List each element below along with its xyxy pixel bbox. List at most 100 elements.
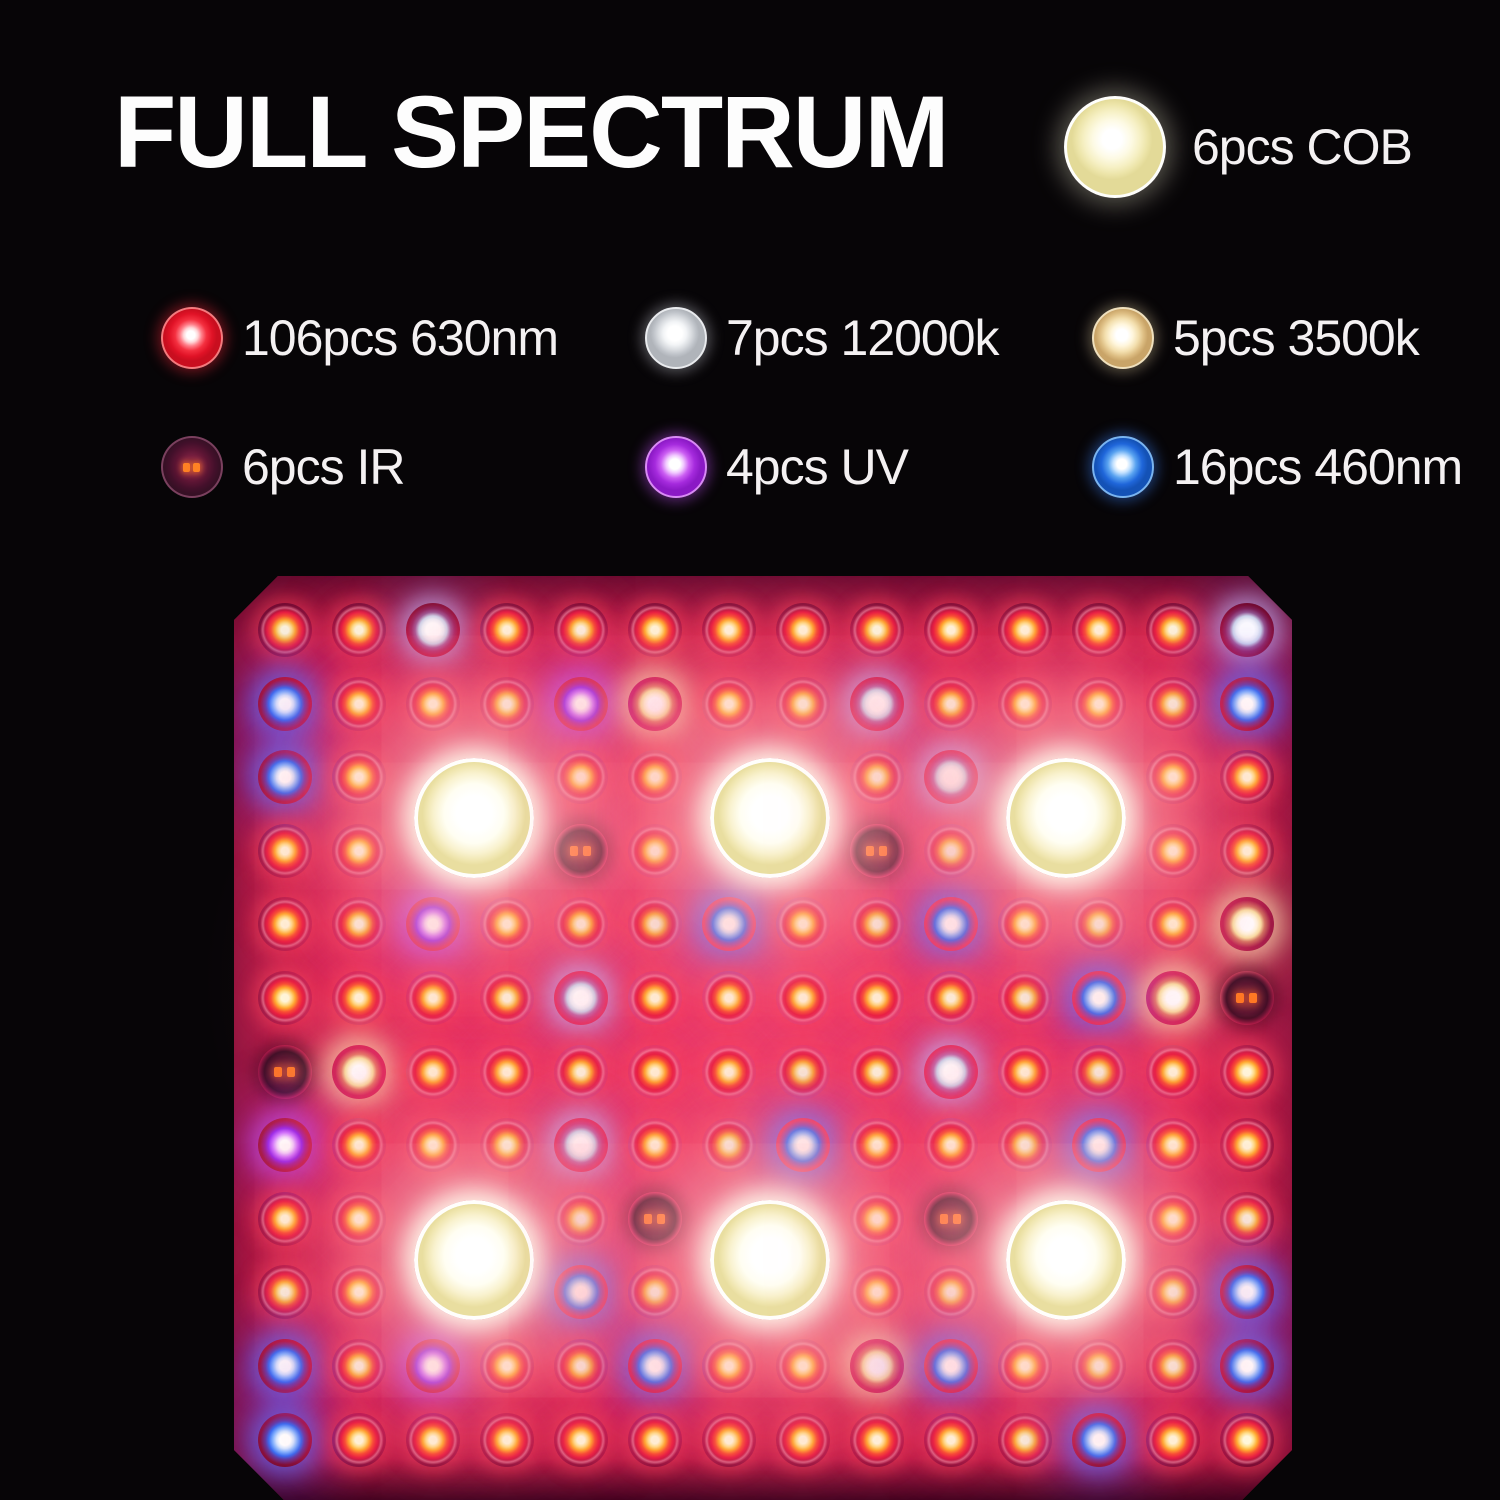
led-red bbox=[480, 897, 534, 951]
led-red bbox=[628, 897, 682, 951]
led-red bbox=[554, 1045, 608, 1099]
led-red bbox=[1220, 824, 1274, 878]
led-panel bbox=[234, 576, 1292, 1500]
legend-label: 4pcs UV bbox=[726, 439, 909, 495]
cob-led bbox=[710, 1200, 830, 1320]
led-blue bbox=[924, 1339, 978, 1393]
led-red bbox=[1220, 1192, 1274, 1246]
led-red bbox=[850, 897, 904, 951]
led-red bbox=[628, 1045, 682, 1099]
led-red bbox=[850, 1118, 904, 1172]
led-cool-white bbox=[924, 750, 978, 804]
led-red bbox=[406, 1045, 460, 1099]
led-blue bbox=[258, 1339, 312, 1393]
led-red bbox=[332, 897, 386, 951]
cob-led-icon bbox=[1064, 96, 1166, 198]
led-red bbox=[480, 971, 534, 1025]
led-blue bbox=[258, 677, 312, 731]
led-red bbox=[998, 603, 1052, 657]
led-red bbox=[332, 1192, 386, 1246]
led-red bbox=[406, 1413, 460, 1467]
led-red bbox=[332, 1265, 386, 1319]
led-cool-white bbox=[1220, 603, 1274, 657]
led-blue bbox=[554, 1265, 608, 1319]
cob-led bbox=[1006, 758, 1126, 878]
led-red bbox=[480, 1045, 534, 1099]
led-red bbox=[702, 1339, 756, 1393]
led-red bbox=[998, 1413, 1052, 1467]
red-led-icon bbox=[161, 307, 223, 369]
led-red bbox=[1220, 1413, 1274, 1467]
led-red bbox=[554, 603, 608, 657]
led-red bbox=[850, 971, 904, 1025]
led-red bbox=[702, 971, 756, 1025]
led-warm-white bbox=[1220, 897, 1274, 951]
led-red bbox=[1146, 1192, 1200, 1246]
led-red bbox=[702, 1413, 756, 1467]
uv-led-icon bbox=[645, 436, 707, 498]
led-red bbox=[850, 1265, 904, 1319]
cob-led bbox=[1006, 1200, 1126, 1320]
ir-led-icon bbox=[161, 436, 223, 498]
led-red bbox=[628, 603, 682, 657]
led-red bbox=[776, 971, 830, 1025]
led-red bbox=[554, 1339, 608, 1393]
led-uv bbox=[406, 897, 460, 951]
cool-white-led-icon bbox=[645, 307, 707, 369]
led-blue bbox=[776, 1118, 830, 1172]
led-red bbox=[258, 971, 312, 1025]
led-blue bbox=[1220, 1265, 1274, 1319]
led-cool-white bbox=[850, 677, 904, 731]
led-red bbox=[332, 1413, 386, 1467]
led-ir bbox=[1220, 971, 1274, 1025]
cob-led bbox=[414, 758, 534, 878]
led-red bbox=[924, 603, 978, 657]
cob-led bbox=[414, 1200, 534, 1320]
led-red bbox=[1146, 1413, 1200, 1467]
legend-label: 6pcs IR bbox=[242, 439, 406, 495]
led-warm-white bbox=[1146, 971, 1200, 1025]
led-uv bbox=[258, 1118, 312, 1172]
led-red bbox=[332, 971, 386, 1025]
led-red bbox=[1146, 1118, 1200, 1172]
led-red bbox=[1146, 897, 1200, 951]
led-red bbox=[924, 1413, 978, 1467]
legend-item-warm-white: 5pcs 3500k bbox=[1092, 307, 1420, 369]
led-red bbox=[702, 603, 756, 657]
led-red bbox=[1072, 897, 1126, 951]
led-red bbox=[628, 1265, 682, 1319]
led-cool-white bbox=[554, 1118, 608, 1172]
led-red bbox=[406, 1118, 460, 1172]
led-red bbox=[480, 1339, 534, 1393]
led-blue bbox=[258, 1413, 312, 1467]
led-red bbox=[554, 897, 608, 951]
led-red bbox=[332, 824, 386, 878]
cob-led bbox=[710, 758, 830, 878]
led-red bbox=[998, 1339, 1052, 1393]
legend-item-cob: 6pcs COB bbox=[1064, 96, 1413, 198]
led-red bbox=[924, 971, 978, 1025]
led-blue bbox=[258, 750, 312, 804]
legend-item-uv: 4pcs UV bbox=[645, 436, 909, 498]
led-red bbox=[406, 971, 460, 1025]
led-blue bbox=[1220, 1339, 1274, 1393]
led-red bbox=[998, 677, 1052, 731]
led-red bbox=[776, 677, 830, 731]
led-red bbox=[628, 1413, 682, 1467]
legend-item-red: 106pcs 630nm bbox=[161, 307, 559, 369]
led-red bbox=[258, 824, 312, 878]
led-blue bbox=[1220, 677, 1274, 731]
led-red bbox=[702, 1118, 756, 1172]
led-warm-white bbox=[628, 677, 682, 731]
led-red bbox=[702, 677, 756, 731]
led-red bbox=[850, 1045, 904, 1099]
legend-label: 106pcs 630nm bbox=[242, 310, 559, 366]
led-blue bbox=[924, 897, 978, 951]
led-red bbox=[480, 1118, 534, 1172]
led-red bbox=[480, 603, 534, 657]
led-blue bbox=[702, 897, 756, 951]
blue-led-icon bbox=[1092, 436, 1154, 498]
led-red bbox=[776, 1413, 830, 1467]
led-red bbox=[924, 1265, 978, 1319]
